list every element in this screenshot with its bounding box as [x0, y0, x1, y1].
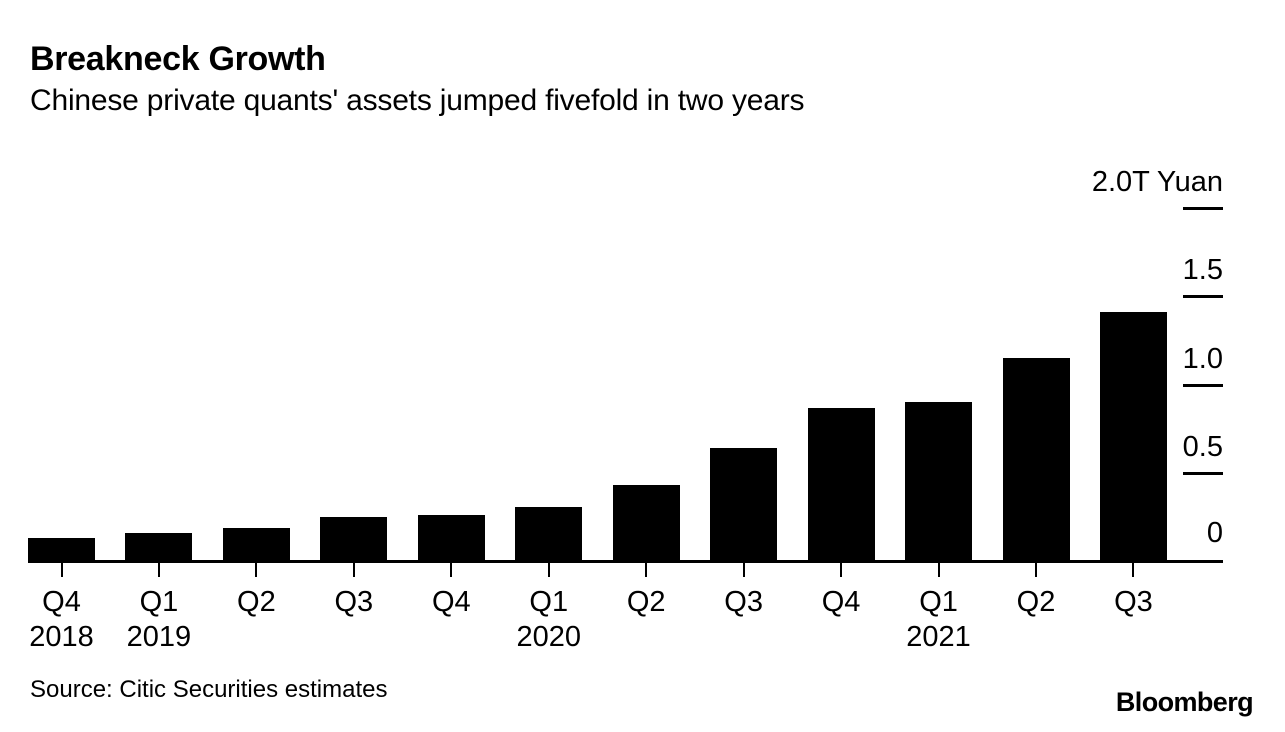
bar	[515, 507, 583, 563]
x-axis-label-year: 2021	[906, 621, 971, 653]
y-axis-label: 1.5	[1182, 254, 1223, 287]
x-axis-label-quarter: Q1	[919, 586, 958, 618]
x-axis-tick	[255, 563, 258, 577]
bar	[320, 517, 388, 563]
x-axis-label-quarter: Q4	[821, 586, 861, 618]
x-axis-tick	[840, 563, 843, 577]
y-axis-label: 0.5	[1182, 430, 1223, 463]
y-axis-tick	[1183, 207, 1223, 210]
bar	[807, 408, 875, 563]
bar	[417, 515, 485, 563]
y-axis-label: 2.0T Yuan	[1091, 166, 1223, 198]
x-axis-label-year: 2019	[126, 621, 192, 653]
x-axis-label-quarter: Q1	[139, 586, 179, 618]
chart-title: Breakneck Growth	[30, 40, 326, 78]
x-axis-label-quarter: Q2	[237, 586, 276, 618]
x-axis-label-quarter: Q4	[431, 586, 471, 618]
x-axis-label-quarter: Q3	[724, 586, 763, 618]
chart-subtitle: Chinese private quants' assets jumped fi…	[30, 84, 805, 117]
x-axis-tick	[157, 563, 160, 577]
x-axis-label-year: 2020	[516, 621, 581, 653]
bar	[905, 402, 973, 563]
y-axis-tick	[1183, 471, 1223, 475]
x-axis-label-quarter: Q2	[1016, 586, 1056, 618]
x-axis-tick	[450, 563, 453, 577]
bar	[1099, 312, 1167, 563]
bar	[28, 538, 95, 563]
x-axis-label-quarter: Q4	[42, 586, 81, 618]
x-axis-tick	[547, 563, 550, 577]
x-axis-label-quarter: Q1	[529, 586, 569, 618]
source-note: Source: Citic Securities estimates	[30, 676, 388, 703]
x-axis-label-quarter: Q2	[626, 586, 666, 618]
x-axis-label-quarter: Q3	[334, 586, 374, 618]
x-axis-tick	[937, 563, 940, 577]
x-axis-tick	[352, 563, 355, 577]
x-axis-tick	[1132, 563, 1135, 577]
y-axis-label: 0	[1206, 517, 1223, 549]
bloomberg-logo: Bloomberg	[1115, 687, 1254, 717]
x-axis-tick	[1035, 563, 1037, 577]
x-axis-label-year: 2018	[29, 621, 94, 653]
x-axis-label-quarter: Q3	[1114, 586, 1153, 618]
x-axis-tick	[645, 563, 648, 577]
x-axis-tick	[742, 563, 745, 577]
bar	[1002, 358, 1070, 563]
bar	[710, 448, 778, 563]
bar	[612, 485, 680, 563]
bar	[222, 528, 290, 563]
x-axis-tick	[60, 563, 63, 577]
bar	[125, 533, 193, 563]
y-axis-label: 1.0	[1182, 342, 1223, 375]
y-axis-tick	[1183, 383, 1223, 387]
y-axis-tick	[1183, 295, 1223, 299]
